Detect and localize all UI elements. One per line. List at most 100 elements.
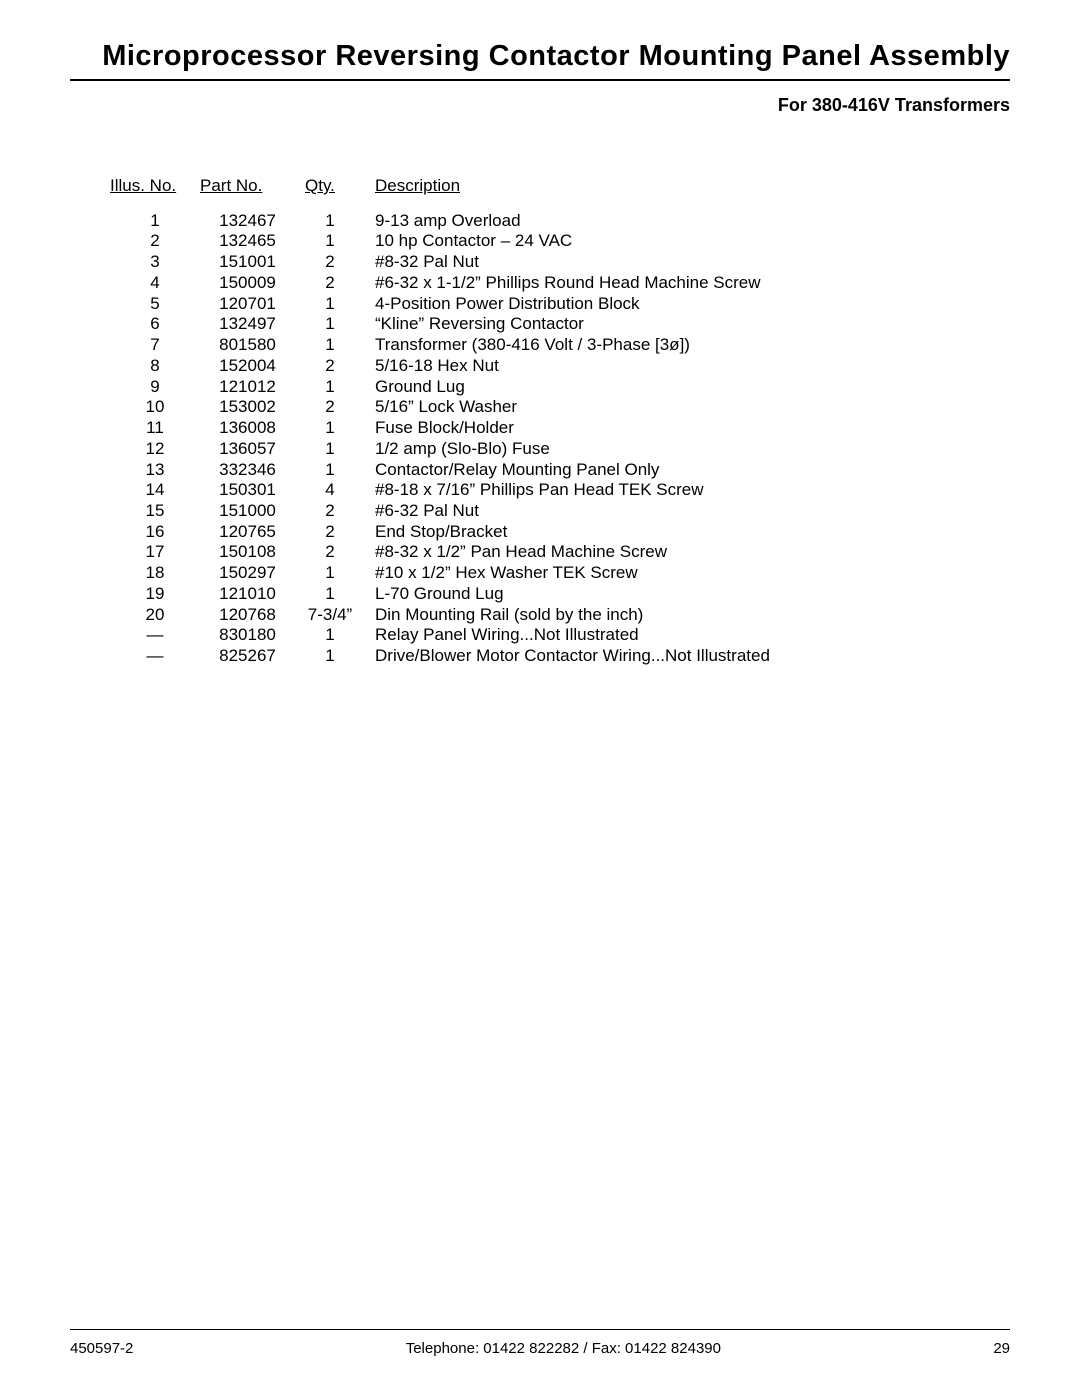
cell-qty: 1: [295, 563, 365, 584]
header-description: Description: [365, 176, 1010, 197]
cell-part-no: 121012: [200, 377, 295, 398]
table-row: 61324971“Kline” Reversing Contactor: [110, 314, 1010, 335]
cell-illus-no: —: [110, 625, 200, 646]
cell-description: Fuse Block/Holder: [365, 418, 1010, 439]
cell-description: Ground Lug: [365, 377, 1010, 398]
parts-table: Illus. No. Part No. Qty. Description 113…: [110, 176, 1010, 667]
cell-part-no: 332346: [200, 460, 295, 481]
table-row: —8252671Drive/Blower Motor Contactor Wir…: [110, 646, 1010, 667]
cell-qty: 2: [295, 356, 365, 377]
cell-description: 10 hp Contactor – 24 VAC: [365, 231, 1010, 252]
cell-part-no: 152004: [200, 356, 295, 377]
cell-illus-no: 2: [110, 231, 200, 252]
cell-illus-no: 15: [110, 501, 200, 522]
cell-qty: 1: [295, 439, 365, 460]
header-qty: Qty.: [295, 176, 365, 197]
cell-qty: 2: [295, 522, 365, 543]
footer-page-number: 29: [993, 1340, 1010, 1357]
table-row: 181502971#10 x 1/2” Hex Washer TEK Screw: [110, 563, 1010, 584]
table-row: 41500092#6-32 x 1-1/2” Phillips Round He…: [110, 273, 1010, 294]
table-row: —8301801Relay Panel Wiring...Not Illustr…: [110, 625, 1010, 646]
cell-part-no: 830180: [200, 625, 295, 646]
table-row: 151510002#6-32 Pal Nut: [110, 501, 1010, 522]
cell-illus-no: 17: [110, 542, 200, 563]
cell-part-no: 150297: [200, 563, 295, 584]
cell-description: “Kline” Reversing Contactor: [365, 314, 1010, 335]
cell-description: Din Mounting Rail (sold by the inch): [365, 605, 1010, 626]
cell-part-no: 120765: [200, 522, 295, 543]
cell-qty: 1: [295, 418, 365, 439]
cell-illus-no: 5: [110, 294, 200, 315]
cell-qty: 1: [295, 625, 365, 646]
cell-description: #8-32 x 1/2” Pan Head Machine Screw: [365, 542, 1010, 563]
cell-qty: 2: [295, 542, 365, 563]
cell-description: #6-32 Pal Nut: [365, 501, 1010, 522]
table-row: 815200425/16-18 Hex Nut: [110, 356, 1010, 377]
title-block: Microprocessor Reversing Contactor Mount…: [70, 40, 1010, 73]
page-footer: 450597-2 Telephone: 01422 822282 / Fax: …: [70, 1329, 1010, 1357]
cell-illus-no: 6: [110, 314, 200, 335]
table-header-row: Illus. No. Part No. Qty. Description: [110, 176, 1010, 197]
cell-qty: 2: [295, 501, 365, 522]
header-illus-no: Illus. No.: [110, 176, 200, 197]
cell-part-no: 136057: [200, 439, 295, 460]
table-row: 512070114-Position Power Distribution Bl…: [110, 294, 1010, 315]
cell-part-no: 132465: [200, 231, 295, 252]
cell-description: #6-32 x 1-1/2” Phillips Round Head Machi…: [365, 273, 1010, 294]
table-row: 2132465110 hp Contactor – 24 VAC: [110, 231, 1010, 252]
cell-illus-no: 19: [110, 584, 200, 605]
cell-part-no: 151001: [200, 252, 295, 273]
cell-illus-no: 14: [110, 480, 200, 501]
cell-qty: 1: [295, 584, 365, 605]
cell-illus-no: 3: [110, 252, 200, 273]
cell-description: #8-32 Pal Nut: [365, 252, 1010, 273]
cell-illus-no: 11: [110, 418, 200, 439]
footer-rule: [70, 1329, 1010, 1330]
table-row: 31510012#8-32 Pal Nut: [110, 252, 1010, 273]
cell-part-no: 150009: [200, 273, 295, 294]
cell-part-no: 151000: [200, 501, 295, 522]
cell-qty: 1: [295, 294, 365, 315]
cell-illus-no: 18: [110, 563, 200, 584]
cell-qty: 1: [295, 646, 365, 667]
cell-part-no: 120768: [200, 605, 295, 626]
page-title: Microprocessor Reversing Contactor Mount…: [102, 40, 1010, 72]
table-row: 78015801Transformer (380-416 Volt / 3-Ph…: [110, 335, 1010, 356]
cell-description: End Stop/Bracket: [365, 522, 1010, 543]
cell-qty: 7-3/4”: [295, 605, 365, 626]
page-subtitle: For 380-416V Transformers: [70, 95, 1010, 116]
cell-description: Transformer (380-416 Volt / 3-Phase [3ø]…: [365, 335, 1010, 356]
cell-qty: 4: [295, 480, 365, 501]
cell-part-no: 121010: [200, 584, 295, 605]
cell-illus-no: 12: [110, 439, 200, 460]
cell-qty: 1: [295, 211, 365, 232]
table-row: 1015300225/16” Lock Washer: [110, 397, 1010, 418]
table-row: 133323461Contactor/Relay Mounting Panel …: [110, 460, 1010, 481]
cell-illus-no: 10: [110, 397, 200, 418]
cell-part-no: 120701: [200, 294, 295, 315]
cell-part-no: 153002: [200, 397, 295, 418]
footer-line: 450597-2 Telephone: 01422 822282 / Fax: …: [70, 1340, 1010, 1357]
cell-description: #10 x 1/2” Hex Washer TEK Screw: [365, 563, 1010, 584]
cell-qty: 1: [295, 377, 365, 398]
cell-part-no: 825267: [200, 646, 295, 667]
table-row: 161207652End Stop/Bracket: [110, 522, 1010, 543]
cell-description: 4-Position Power Distribution Block: [365, 294, 1010, 315]
cell-illus-no: 8: [110, 356, 200, 377]
cell-part-no: 136008: [200, 418, 295, 439]
cell-qty: 2: [295, 252, 365, 273]
header-part-no: Part No.: [200, 176, 295, 197]
table-row: 201207687-3/4”Din Mounting Rail (sold by…: [110, 605, 1010, 626]
cell-description: Relay Panel Wiring...Not Illustrated: [365, 625, 1010, 646]
cell-description: 9-13 amp Overload: [365, 211, 1010, 232]
cell-illus-no: —: [110, 646, 200, 667]
table-row: 1213605711/2 amp (Slo-Blo) Fuse: [110, 439, 1010, 460]
cell-illus-no: 20: [110, 605, 200, 626]
cell-qty: 1: [295, 460, 365, 481]
cell-description: Drive/Blower Motor Contactor Wiring...No…: [365, 646, 1010, 667]
cell-illus-no: 16: [110, 522, 200, 543]
cell-qty: 2: [295, 397, 365, 418]
cell-part-no: 150301: [200, 480, 295, 501]
cell-part-no: 132497: [200, 314, 295, 335]
cell-illus-no: 1: [110, 211, 200, 232]
